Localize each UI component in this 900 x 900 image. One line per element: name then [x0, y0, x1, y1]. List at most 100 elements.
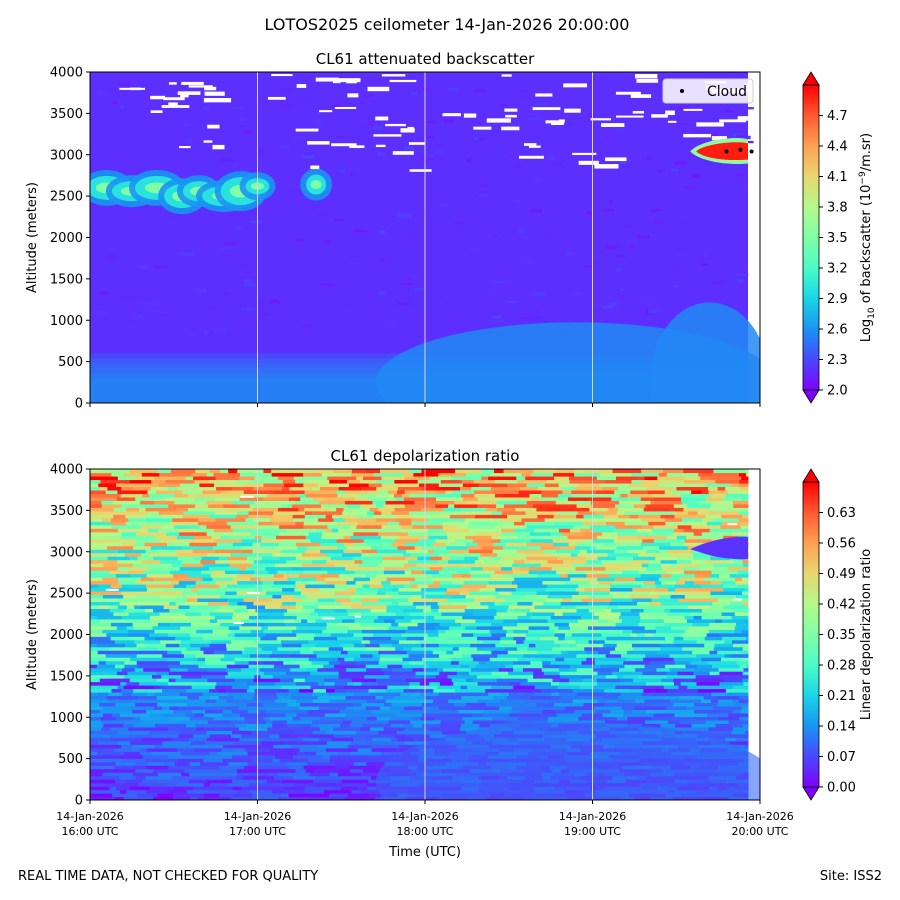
depol-cell: [322, 629, 348, 634]
depol-cell: [136, 793, 159, 798]
depol-cell: [708, 622, 737, 627]
depol-cell: [233, 740, 262, 745]
depol-cell: [308, 674, 340, 679]
depol-cell: [98, 604, 110, 609]
depol-cell: [550, 681, 560, 686]
depol-cell: [696, 535, 724, 540]
depol-cell: [671, 563, 679, 568]
depol-cell: [316, 590, 336, 596]
depol-cell: [318, 545, 338, 550]
depol-cell: [665, 521, 681, 526]
depol-cell: [187, 667, 208, 672]
depol-cell: [467, 685, 492, 690]
depol-cell: [699, 566, 713, 571]
depol-cell: [298, 660, 313, 665]
depol-cell: [531, 496, 540, 501]
depol-cell: [376, 716, 391, 721]
depol-cell: [255, 587, 263, 592]
depol-cell: [163, 761, 176, 766]
noise-cell: [221, 157, 234, 162]
depol-cell: [443, 507, 462, 512]
depol-cell: [685, 601, 713, 606]
noise-cell: [469, 248, 479, 251]
depol-cell: [575, 542, 592, 547]
depol-cell: [641, 469, 664, 474]
depol-cell: [98, 660, 107, 665]
y-tick-label: 2000: [50, 628, 83, 643]
depol-cell: [301, 597, 319, 602]
depol-cell: [378, 507, 395, 512]
depol-cell: [246, 556, 263, 561]
boundary-layer-plume: [649, 302, 760, 403]
depol-cell: [318, 556, 332, 561]
depol-cell: [688, 604, 711, 609]
depol-cell: [381, 510, 392, 515]
depol-cell: [272, 674, 281, 679]
depol-cell: [148, 601, 170, 606]
depol-cell: [228, 761, 249, 766]
depol-cell: [569, 678, 584, 683]
depol-cell: [516, 688, 542, 693]
depol-cell: [233, 608, 249, 613]
depol-cell: [300, 650, 314, 655]
depol-cell: [142, 570, 171, 575]
depol-cell: [711, 698, 719, 704]
depol-cell: [254, 583, 263, 589]
depol-cell: [421, 545, 432, 550]
depol-cell: [611, 496, 642, 501]
colorbar-extend-min: [802, 389, 820, 404]
depol-cell: [546, 479, 571, 484]
depol-cell: [307, 545, 319, 550]
depol-cell: [471, 566, 484, 571]
missing-data-cell: [240, 495, 254, 498]
depol-cell: [246, 559, 255, 564]
depol-cell: [251, 528, 267, 533]
depol-cell: [123, 594, 137, 599]
depol-cell: [183, 510, 216, 515]
depol-cell: [292, 775, 316, 780]
depol-cell: [555, 657, 565, 662]
depol-cell: [741, 629, 749, 634]
depol-cell: [346, 716, 368, 721]
depol-cell: [252, 573, 275, 578]
depol-cell: [575, 545, 591, 550]
colorbar-label: Linear depolarization ratio: [859, 549, 874, 720]
y-tick-label: 1500: [50, 669, 83, 684]
depol-cell: [165, 643, 180, 648]
depol-cell: [342, 510, 368, 515]
depol-cell: [327, 691, 355, 697]
depol-cell: [545, 597, 563, 602]
depol-cell: [398, 622, 408, 627]
depol-cell: [517, 479, 548, 484]
depol-cell: [123, 723, 135, 728]
depol-cell: [205, 660, 236, 665]
depol-cell: [663, 469, 684, 474]
depol-cell: [674, 681, 682, 686]
depol-cell: [370, 726, 385, 731]
depol-cell: [579, 685, 595, 690]
depol-cell: [667, 674, 697, 679]
depol-cell: [234, 636, 262, 641]
depol-cell: [681, 678, 694, 683]
depol-cell: [204, 754, 233, 759]
depol-cell: [452, 573, 462, 578]
depol-cell: [227, 489, 245, 494]
depol-cell: [203, 650, 215, 655]
depol-cell: [295, 521, 305, 526]
depol-cell: [240, 712, 270, 717]
depol-cell: [505, 632, 527, 637]
noise-cell: [227, 237, 237, 241]
depol-cell: [404, 475, 431, 481]
depol-cell: [653, 496, 682, 501]
depol-cell: [694, 709, 717, 714]
depol-cell: [282, 730, 295, 735]
depol-cell: [209, 611, 224, 616]
depol-cell: [248, 608, 257, 613]
depol-cell: [281, 793, 290, 798]
depol-cell: [90, 747, 115, 752]
depol-cell: [239, 496, 264, 501]
depol-cell: [220, 796, 231, 800]
depol-cell: [125, 514, 144, 519]
depol-cell: [299, 705, 320, 711]
